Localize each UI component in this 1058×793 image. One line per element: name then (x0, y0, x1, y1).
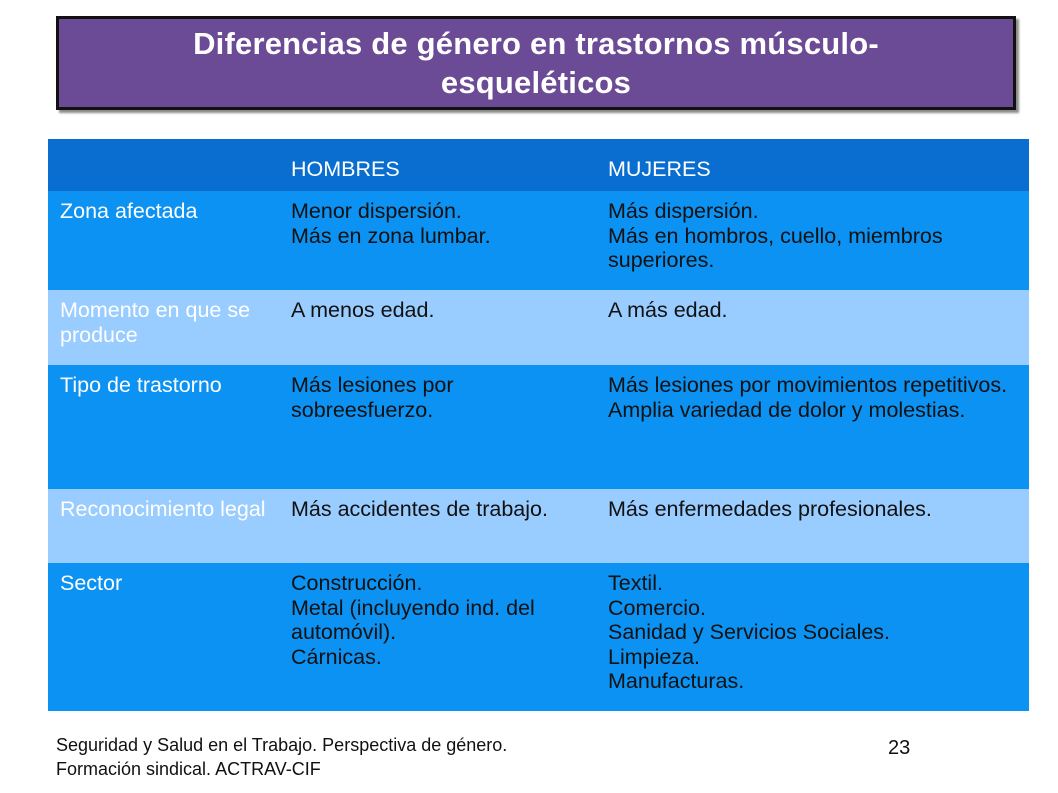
table-row: Tipo de trastorno Más lesiones por sobre… (48, 365, 1029, 489)
title-line-2: esqueléticos (440, 65, 632, 100)
cell-mujeres: Más enfermedades profesionales. (608, 497, 932, 521)
row-label: Reconocimiento legal (60, 497, 266, 521)
footer-citation: Seguridad y Salud en el Trabajo. Perspec… (56, 733, 507, 781)
table-row: Momento en que se produce A menos edad. … (48, 290, 1029, 365)
row-label: Sector (60, 571, 123, 595)
table-row: Zona afectada Menor dispersión. Más en z… (48, 191, 1029, 290)
cell-mujeres: Textil. Comercio. Sanidad y Servicios So… (608, 571, 891, 693)
cell-hombres: Construcción. Metal (incluyendo ind. del… (291, 571, 535, 669)
footer-line-1: Seguridad y Salud en el Trabajo. Perspec… (56, 735, 508, 755)
page-number: 23 (888, 737, 911, 759)
row-label: Momento en que se produce (60, 298, 251, 347)
title-line-1: Diferencias de género en trastornos músc… (193, 26, 879, 61)
header-hombres: HOMBRES (291, 157, 400, 181)
table-row: Sector Construcción. Metal (incluyendo i… (48, 563, 1029, 711)
table-header-row: HOMBRES MUJERES (48, 139, 1029, 191)
table-row: Reconocimiento legal Más accidentes de t… (48, 489, 1029, 563)
row-label: Zona afectada (60, 199, 198, 223)
cell-hombres: Más lesiones por sobreesfuerzo. (291, 373, 454, 422)
row-label: Tipo de trastorno (60, 373, 222, 397)
cell-mujeres: Más lesiones por movimientos repetitivos… (608, 373, 1008, 422)
cell-mujeres: A más edad. (608, 298, 728, 322)
cell-hombres: Menor dispersión. Más en zona lumbar. (291, 199, 491, 248)
title-banner: Diferencias de género en trastornos músc… (56, 16, 1016, 110)
cell-hombres: Más accidentes de trabajo. (291, 497, 548, 521)
cell-mujeres: Más dispersión. Más en hombros, cuello, … (608, 199, 943, 272)
footer-line-2: Formación sindical. ACTRAV-CIF (56, 759, 321, 779)
header-mujeres: MUJERES (608, 157, 711, 181)
comparison-table: HOMBRES MUJERES Zona afectada Menor disp… (48, 139, 1029, 711)
cell-hombres: A menos edad. (291, 298, 435, 322)
